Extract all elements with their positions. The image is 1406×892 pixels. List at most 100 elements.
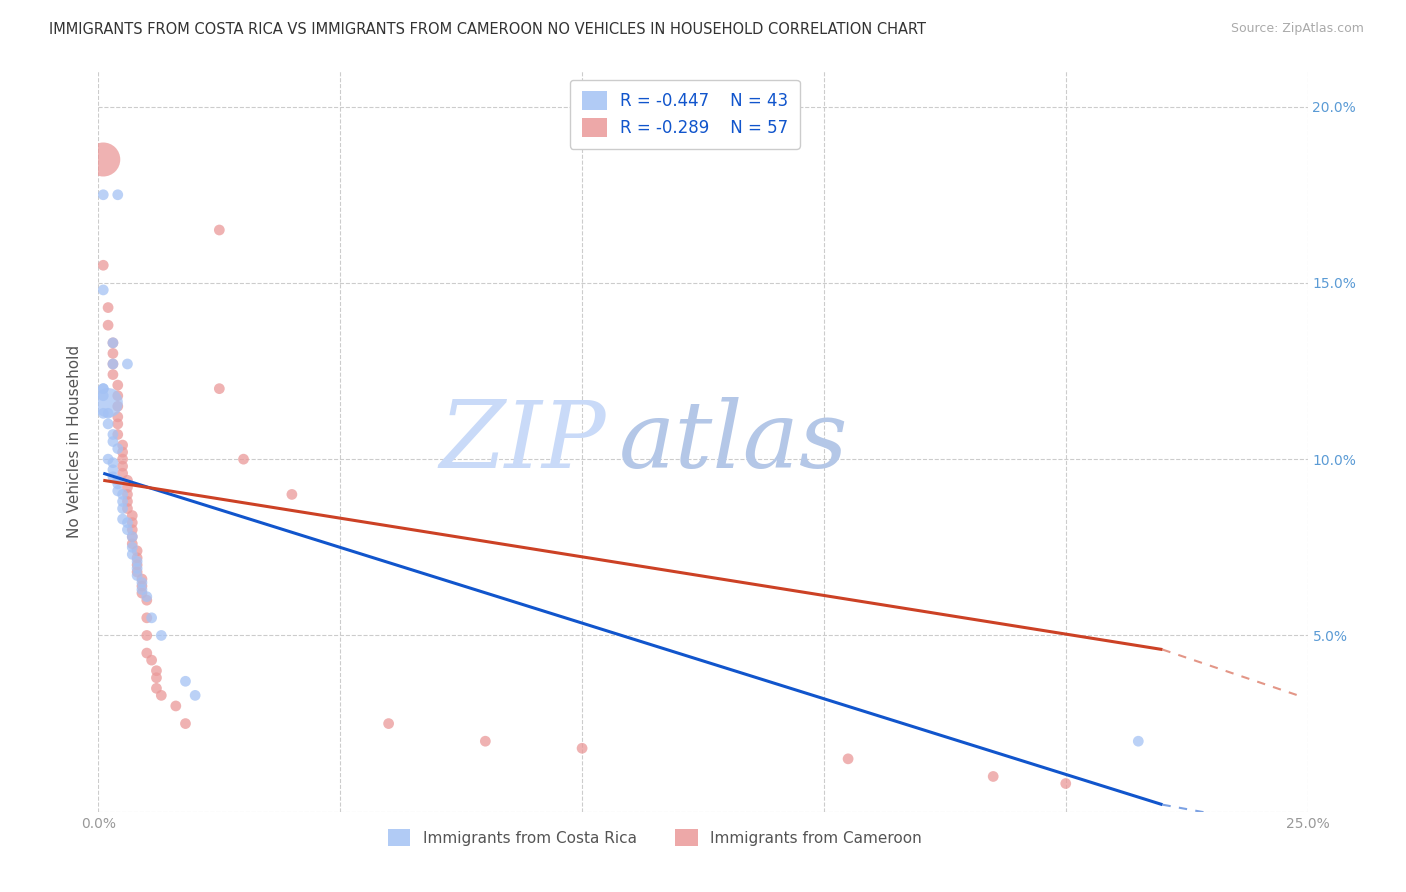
Point bbox=[101, 434, 124, 449]
Point bbox=[107, 476, 129, 491]
Point bbox=[111, 512, 134, 526]
Text: atlas: atlas bbox=[619, 397, 848, 486]
Point bbox=[174, 674, 197, 689]
Point bbox=[117, 487, 139, 501]
Point bbox=[184, 689, 207, 703]
Y-axis label: No Vehicles in Household: No Vehicles in Household bbox=[67, 345, 83, 538]
Point bbox=[101, 335, 124, 350]
Point bbox=[141, 653, 163, 667]
Text: Source: ZipAtlas.com: Source: ZipAtlas.com bbox=[1230, 22, 1364, 36]
Point bbox=[121, 541, 143, 555]
Point bbox=[121, 530, 143, 544]
Point bbox=[117, 357, 139, 371]
Point bbox=[174, 716, 197, 731]
Point bbox=[101, 346, 124, 360]
Point bbox=[135, 628, 157, 642]
Point bbox=[107, 417, 129, 431]
Point bbox=[101, 357, 124, 371]
Point bbox=[101, 456, 124, 470]
Point bbox=[131, 572, 153, 586]
Point bbox=[111, 501, 134, 516]
Point bbox=[101, 335, 124, 350]
Point bbox=[101, 470, 124, 484]
Point bbox=[837, 752, 859, 766]
Point bbox=[135, 593, 157, 607]
Point bbox=[131, 579, 153, 593]
Point bbox=[111, 494, 134, 508]
Point bbox=[101, 368, 124, 382]
Point bbox=[97, 406, 120, 420]
Point bbox=[981, 769, 1004, 783]
Point bbox=[127, 558, 149, 572]
Point bbox=[117, 480, 139, 494]
Point bbox=[117, 516, 139, 530]
Point bbox=[121, 508, 143, 523]
Point bbox=[107, 473, 129, 487]
Point bbox=[107, 442, 129, 456]
Point bbox=[135, 646, 157, 660]
Legend: Immigrants from Costa Rica, Immigrants from Cameroon: Immigrants from Costa Rica, Immigrants f… bbox=[381, 823, 928, 852]
Point bbox=[474, 734, 496, 748]
Point bbox=[121, 537, 143, 551]
Point bbox=[121, 523, 143, 537]
Point bbox=[111, 487, 134, 501]
Point bbox=[111, 445, 134, 459]
Point bbox=[208, 223, 231, 237]
Point bbox=[91, 283, 114, 297]
Point bbox=[111, 438, 134, 452]
Point bbox=[101, 463, 124, 477]
Point bbox=[1054, 776, 1077, 790]
Point bbox=[117, 473, 139, 487]
Point bbox=[97, 318, 120, 333]
Point bbox=[107, 409, 129, 424]
Point bbox=[1128, 734, 1150, 748]
Point bbox=[91, 382, 114, 396]
Point bbox=[131, 582, 153, 597]
Point bbox=[127, 561, 149, 575]
Point bbox=[135, 611, 157, 625]
Point bbox=[141, 611, 163, 625]
Point bbox=[97, 452, 120, 467]
Point bbox=[111, 459, 134, 474]
Point bbox=[101, 427, 124, 442]
Point bbox=[117, 501, 139, 516]
Point bbox=[121, 547, 143, 561]
Point bbox=[97, 396, 120, 410]
Point bbox=[135, 590, 157, 604]
Point bbox=[107, 378, 129, 392]
Point bbox=[111, 467, 134, 481]
Point bbox=[145, 681, 167, 696]
Point bbox=[127, 544, 149, 558]
Point bbox=[107, 389, 129, 403]
Point bbox=[91, 382, 114, 396]
Point bbox=[117, 494, 139, 508]
Point bbox=[97, 417, 120, 431]
Text: IMMIGRANTS FROM COSTA RICA VS IMMIGRANTS FROM CAMEROON NO VEHICLES IN HOUSEHOLD : IMMIGRANTS FROM COSTA RICA VS IMMIGRANTS… bbox=[49, 22, 927, 37]
Point bbox=[131, 575, 153, 590]
Point bbox=[117, 523, 139, 537]
Point bbox=[127, 565, 149, 579]
Point bbox=[281, 487, 304, 501]
Point bbox=[150, 689, 173, 703]
Text: ZIP: ZIP bbox=[440, 397, 606, 486]
Point bbox=[121, 530, 143, 544]
Point bbox=[145, 671, 167, 685]
Point bbox=[377, 716, 399, 731]
Point bbox=[91, 258, 114, 272]
Point bbox=[107, 427, 129, 442]
Point bbox=[571, 741, 593, 756]
Point bbox=[91, 389, 114, 403]
Point bbox=[91, 187, 114, 202]
Point bbox=[127, 550, 149, 565]
Point bbox=[91, 406, 114, 420]
Point bbox=[97, 301, 120, 315]
Point bbox=[101, 357, 124, 371]
Point bbox=[127, 568, 149, 582]
Point bbox=[150, 628, 173, 642]
Point bbox=[127, 554, 149, 568]
Point bbox=[165, 698, 187, 713]
Point bbox=[131, 586, 153, 600]
Point bbox=[121, 516, 143, 530]
Point bbox=[208, 382, 231, 396]
Point bbox=[111, 452, 134, 467]
